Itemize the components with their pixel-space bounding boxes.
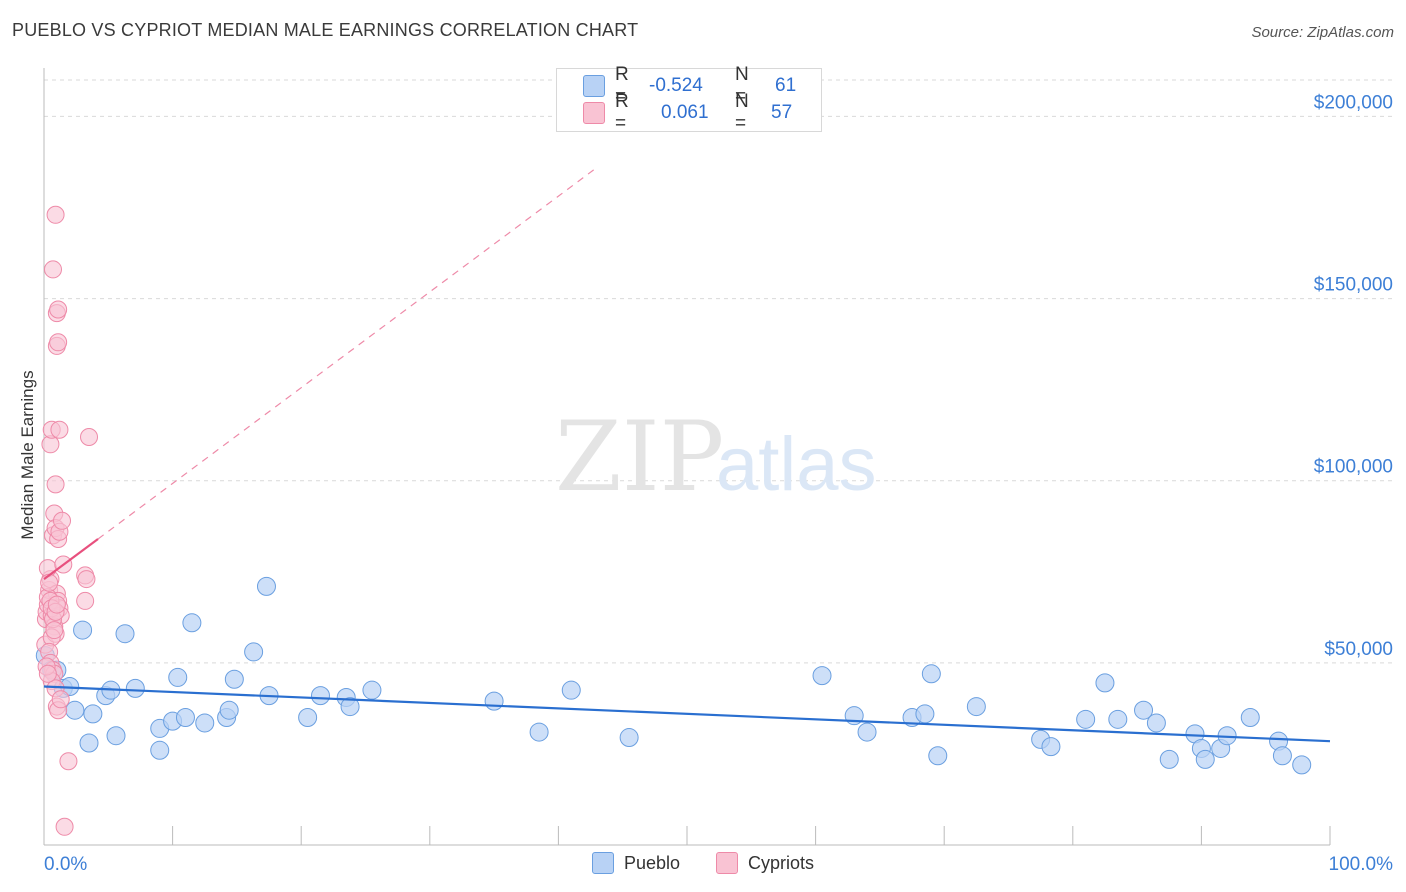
pueblo-point — [195, 713, 215, 733]
y-tick-label: $100,000 — [1314, 457, 1393, 478]
n-label: N = — [735, 64, 749, 107]
pueblo-point — [298, 708, 318, 727]
pueblo-point — [256, 576, 276, 596]
y-tick-label: $200,000 — [1314, 92, 1393, 113]
cypriot-point — [44, 260, 63, 279]
cypriot-point — [59, 752, 78, 771]
pueblo-point — [150, 740, 170, 760]
cypriot-point — [55, 817, 74, 836]
pueblo-point — [529, 722, 549, 742]
stats-legend: R = -0.524 N = 61 R = 0.061 N = 57 — [556, 64, 822, 134]
r-label: R = — [615, 64, 629, 107]
cypriot-point — [46, 475, 65, 494]
pueblo-point — [1292, 755, 1312, 775]
chart-title: PUEBLO VS CYPRIOT MEDIAN MALE EARNINGS C… — [12, 20, 639, 40]
cypriot-trend-line — [43, 538, 99, 580]
pueblo-point — [175, 708, 195, 727]
pueblo-swatch — [583, 75, 605, 97]
cypriot-point — [49, 333, 68, 352]
legend-swatch-cypriot — [716, 852, 739, 874]
pueblo-point — [106, 726, 126, 746]
pueblo-point — [1195, 749, 1215, 769]
cypriot-point — [51, 690, 70, 709]
x-tick-label: 0.0% — [44, 854, 87, 875]
cypriot-swatch — [583, 102, 605, 124]
pueblo-point — [915, 704, 935, 724]
x-tick-label: 100.0% — [1329, 854, 1394, 875]
r-label: R = — [615, 91, 629, 134]
pueblo-point — [1108, 709, 1128, 729]
watermark: ZIP atlas — [555, 401, 877, 513]
pueblo-point — [115, 624, 135, 644]
pueblo-point — [966, 697, 986, 717]
pueblo-point — [362, 680, 382, 700]
pueblo-point — [310, 686, 330, 706]
pueblo-n-value: 61 — [775, 75, 797, 96]
cypriot-r-value: 0.061 — [661, 102, 709, 123]
y-tick-label: $50,000 — [1324, 639, 1393, 660]
pueblo-point — [340, 697, 360, 717]
cypriot-point — [53, 511, 72, 530]
cypriot-n-value: 57 — [771, 102, 793, 123]
pueblo-point — [83, 704, 103, 724]
pueblo-point — [79, 733, 99, 753]
pueblo-point — [1134, 700, 1154, 720]
pueblo-trend-line — [43, 685, 1331, 743]
cypriot-trend-extension — [97, 166, 598, 540]
pueblo-point — [1159, 749, 1179, 769]
axis-layer: $50,000 $100,000 $150,000 $200,000 0.0% 100.0… — [43, 68, 1394, 875]
legend-item-pueblo: Pueblo — [591, 852, 681, 874]
cypriot-point — [38, 664, 57, 683]
pueblo-point — [1272, 746, 1292, 766]
legend-label-cypriot: Cypriots — [748, 852, 815, 873]
pueblo-point — [921, 664, 941, 684]
pueblo-point — [1041, 737, 1061, 757]
legend-swatch-pueblo — [591, 852, 614, 874]
pueblo-point — [224, 669, 244, 689]
pueblo-point — [619, 728, 639, 748]
cypriot-point — [50, 420, 69, 439]
n-label: N = — [735, 91, 749, 134]
cypriot-point — [80, 428, 99, 446]
pueblo-point — [561, 680, 581, 700]
pueblo-point — [1240, 708, 1260, 727]
pueblo-point — [182, 613, 202, 633]
pueblo-r-value: -0.524 — [649, 75, 703, 96]
bottom-legend: Pueblo Cypriots — [0, 852, 1406, 874]
pueblo-point — [1146, 713, 1166, 733]
points-layer — [35, 205, 1331, 836]
pueblo-point — [73, 620, 93, 640]
pueblo-point — [65, 700, 85, 720]
legend-item-cypriot: Cypriots — [716, 852, 814, 874]
pueblo-point — [244, 642, 264, 662]
cypriot-point — [49, 300, 68, 319]
pueblo-point — [125, 678, 145, 698]
cypriot-point — [45, 621, 64, 640]
cypriot-point — [77, 570, 96, 589]
cypriot-point — [47, 595, 66, 614]
source-credit: Source: ZipAtlas.com — [1251, 24, 1394, 41]
y-tick-label: $150,000 — [1314, 275, 1393, 296]
pueblo-point — [1076, 709, 1096, 729]
pueblo-point — [928, 746, 948, 766]
grid-layer — [44, 79, 1395, 664]
trend-layer — [97, 166, 598, 540]
watermark-atlas: atlas — [716, 422, 877, 507]
pueblo-point — [857, 722, 877, 742]
cypriot-point — [76, 591, 95, 610]
pueblo-point — [168, 667, 188, 687]
pueblo-point — [812, 666, 832, 686]
pueblo-point — [484, 691, 504, 711]
legend-label-pueblo: Pueblo — [623, 852, 681, 873]
cypriot-point — [46, 205, 65, 224]
y-axis-label: Median Male Earnings — [18, 370, 37, 540]
pueblo-point — [1095, 673, 1115, 693]
watermark-zip: ZIP — [555, 401, 724, 513]
cypriot-point — [40, 573, 59, 592]
pueblo-point — [219, 700, 239, 720]
